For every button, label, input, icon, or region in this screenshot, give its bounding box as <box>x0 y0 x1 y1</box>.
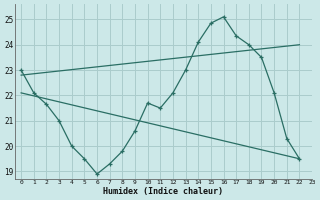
X-axis label: Humidex (Indice chaleur): Humidex (Indice chaleur) <box>103 187 223 196</box>
